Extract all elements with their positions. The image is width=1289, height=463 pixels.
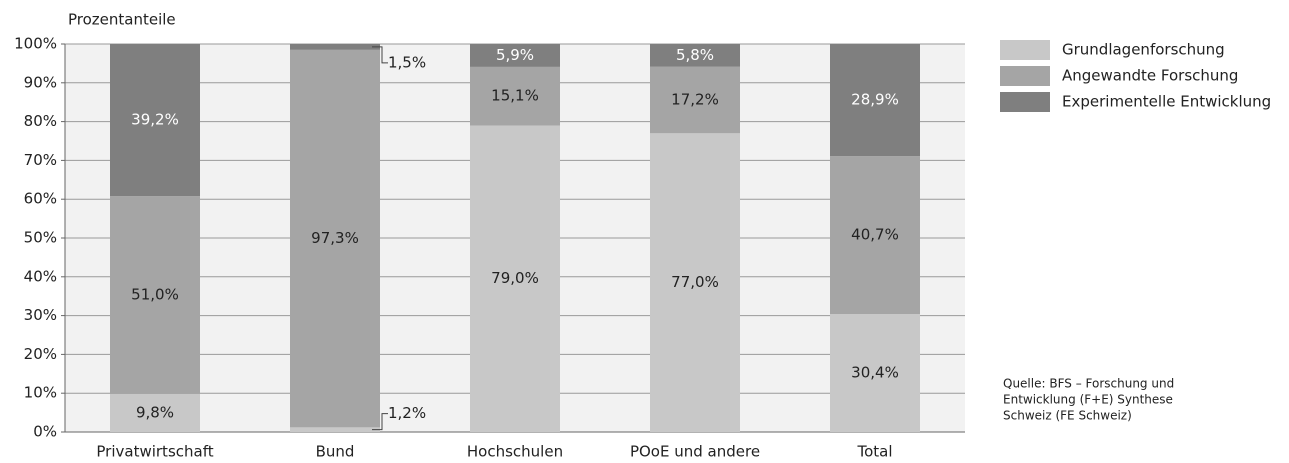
value-label: 30,4% xyxy=(851,364,899,382)
y-axis-label: Prozentanteile xyxy=(68,11,176,29)
source-note: Entwicklung (F+E) Synthese xyxy=(1003,393,1173,407)
y-tick-label: 40% xyxy=(24,267,57,285)
value-label: 39,2% xyxy=(131,111,179,129)
value-label: 51,0% xyxy=(131,286,179,304)
y-tick-label: 90% xyxy=(24,73,57,91)
value-label: 28,9% xyxy=(851,91,899,109)
legend-swatch xyxy=(1000,40,1050,60)
value-label: 1,5% xyxy=(388,53,426,71)
bar-segment xyxy=(830,314,920,432)
y-tick-label: 0% xyxy=(33,423,57,441)
source-note: Schweiz (FE Schweiz) xyxy=(1003,409,1132,423)
x-tick-label: Bund xyxy=(316,443,355,461)
legend-swatch xyxy=(1000,66,1050,86)
y-tick-label: 50% xyxy=(24,229,57,247)
x-tick-label: Total xyxy=(856,443,892,461)
label-leader xyxy=(372,413,388,431)
legend-label: Experimentelle Entwicklung xyxy=(1062,93,1271,111)
value-label: 5,9% xyxy=(496,46,534,64)
bar-segment xyxy=(650,44,740,67)
bar-segment xyxy=(290,427,380,432)
bar-segment xyxy=(110,196,200,394)
value-label: 9,8% xyxy=(136,403,174,421)
label-leader xyxy=(372,46,388,64)
value-label: 40,7% xyxy=(851,226,899,244)
source-note: Quelle: BFS – Forschung und xyxy=(1003,377,1174,391)
bar-segment xyxy=(470,44,560,67)
bar-segment xyxy=(830,156,920,315)
legend-label: Angewandte Forschung xyxy=(1062,67,1238,85)
bar-segment xyxy=(290,44,380,50)
value-label: 1,2% xyxy=(388,404,426,422)
y-tick-label: 20% xyxy=(24,345,57,363)
bar-segment xyxy=(650,133,740,433)
bar-segment xyxy=(470,66,560,126)
y-tick-label: 60% xyxy=(24,190,57,208)
bar-segment xyxy=(110,393,200,432)
y-tick-label: 30% xyxy=(24,306,57,324)
y-tick-label: 70% xyxy=(24,151,57,169)
legend-label: Grundlagenforschung xyxy=(1062,41,1225,59)
y-tick-label: 80% xyxy=(24,112,57,130)
bar-segment xyxy=(650,66,740,134)
x-tick-label: Hochschulen xyxy=(467,443,563,461)
value-label: 77,0% xyxy=(671,273,719,291)
bar-segment xyxy=(110,44,200,197)
x-tick-label: POoE und andere xyxy=(630,443,760,461)
y-tick-label: 100% xyxy=(14,35,57,53)
value-label: 17,2% xyxy=(671,90,719,108)
bar-segment xyxy=(830,44,920,157)
y-tick-label: 10% xyxy=(24,384,57,402)
value-label: 15,1% xyxy=(491,87,539,105)
value-label: 97,3% xyxy=(311,229,359,247)
x-tick-label: Privatwirtschaft xyxy=(96,443,213,461)
legend-swatch xyxy=(1000,92,1050,112)
value-label: 79,0% xyxy=(491,269,539,287)
bar-segment xyxy=(470,125,560,432)
value-label: 5,8% xyxy=(676,46,714,64)
bar-segment xyxy=(290,49,380,428)
